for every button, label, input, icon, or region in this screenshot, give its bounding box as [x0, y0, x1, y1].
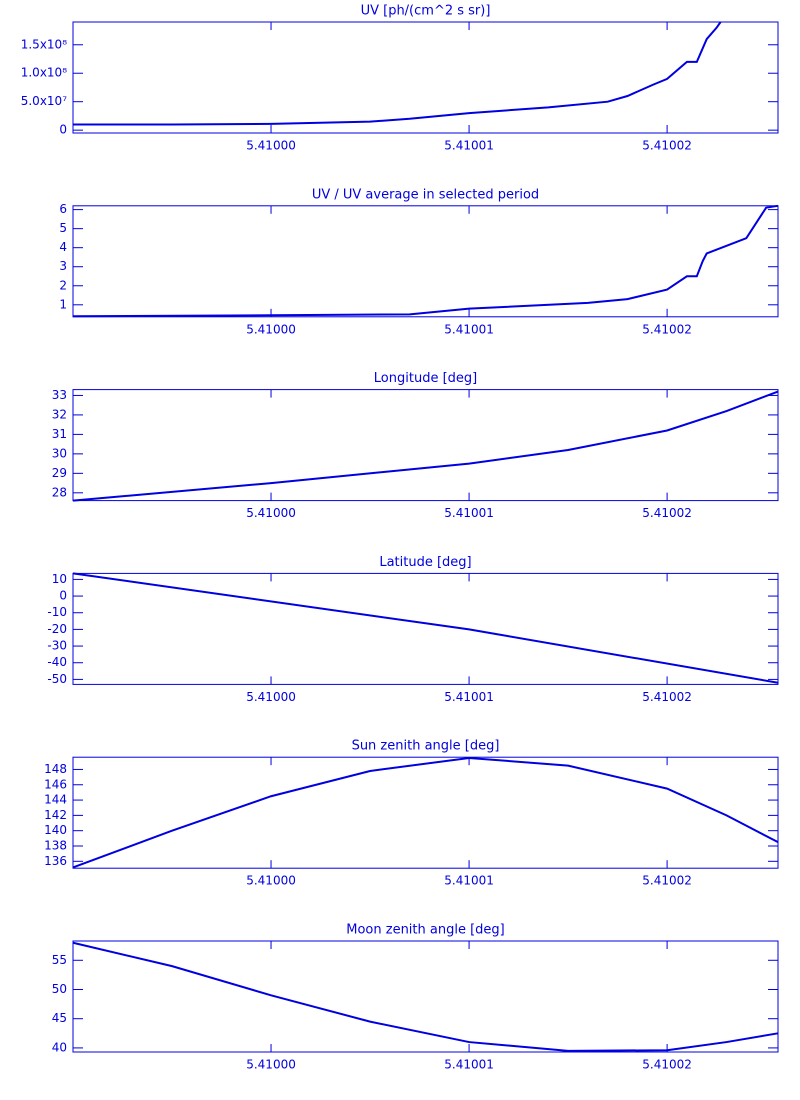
y-tick-label: 2 [59, 278, 67, 292]
y-tick-label: 50 [52, 982, 67, 996]
x-tick-label: 5.41002 [642, 690, 692, 704]
panel-title: Moon zenith angle [deg] [346, 923, 504, 938]
x-tick-label: 5.41002 [642, 322, 692, 336]
data-line [73, 21, 722, 126]
y-tick-label: 144 [44, 793, 67, 807]
x-tick-label: 5.41001 [444, 139, 494, 153]
y-tick-label: 5 [59, 221, 67, 235]
y-tick-label: 3 [59, 259, 67, 273]
plot-frame [72, 389, 779, 502]
plot-frame [72, 21, 779, 134]
y-tick-label: 55 [52, 953, 67, 967]
y-tick-label: 10 [52, 572, 67, 586]
y-tick-label: 4 [59, 240, 67, 254]
y-tick-label: -20 [47, 622, 67, 636]
y-tick-label: 5.0x10⁷ [21, 94, 67, 108]
y-tick-label: 0 [59, 589, 67, 603]
x-tick-label: 5.41000 [246, 139, 296, 153]
y-tick-label: 6 [59, 202, 67, 216]
panel-title: Latitude [deg] [379, 555, 471, 570]
x-tick-label: 5.41001 [444, 506, 494, 520]
plot-frame [72, 756, 779, 869]
y-tick-label: 136 [44, 854, 67, 868]
x-tick-label: 5.41002 [642, 874, 692, 888]
x-tick-label: 5.41000 [246, 1058, 296, 1072]
plot-frame [72, 940, 779, 1053]
panel-title: UV / UV average in selected period [312, 187, 539, 202]
data-line [72, 390, 779, 502]
y-tick-label: 28 [52, 485, 67, 499]
data-line [72, 572, 779, 684]
panel-title: Longitude [deg] [374, 371, 477, 386]
y-tick-label: 45 [52, 1011, 67, 1025]
data-line [72, 941, 779, 1052]
x-tick-label: 5.41002 [642, 1058, 692, 1072]
y-tick-label: 140 [44, 823, 67, 837]
y-tick-label: 142 [44, 808, 67, 822]
x-tick-label: 5.41000 [246, 506, 296, 520]
y-tick-label: -30 [47, 639, 67, 653]
plot-frame [72, 572, 779, 685]
y-tick-label: 1 [59, 297, 67, 311]
y-tick-label: 138 [44, 839, 67, 853]
data-line [72, 756, 779, 869]
x-tick-label: 5.41002 [642, 506, 692, 520]
y-tick-label: -40 [47, 655, 67, 669]
y-tick-label: 146 [44, 777, 67, 791]
y-tick-label: 1.0x10⁸ [21, 66, 67, 80]
y-tick-label: -50 [47, 672, 67, 686]
x-tick-label: 5.41002 [642, 139, 692, 153]
x-tick-label: 5.41001 [444, 322, 494, 336]
x-tick-label: 5.41000 [246, 690, 296, 704]
y-tick-label: 30 [52, 446, 67, 460]
y-tick-label: 32 [52, 407, 67, 421]
x-tick-label: 5.41001 [444, 690, 494, 704]
y-tick-label: 33 [52, 388, 67, 402]
y-tick-label: 0 [59, 123, 67, 137]
y-tick-label: 1.5x10⁸ [21, 37, 67, 51]
y-tick-label: 29 [52, 466, 67, 480]
data-line [72, 204, 779, 318]
y-tick-label: 31 [52, 427, 67, 441]
panel-title: Sun zenith angle [deg] [352, 739, 500, 754]
x-tick-label: 5.41001 [444, 874, 494, 888]
panel-title: UV [ph/(cm^2 s sr)] [361, 4, 491, 19]
y-tick-label: 40 [52, 1040, 67, 1054]
x-tick-label: 5.41001 [444, 1058, 494, 1072]
x-tick-label: 5.41000 [246, 322, 296, 336]
plot-frame [72, 205, 779, 318]
y-tick-label: -10 [47, 605, 67, 619]
x-tick-label: 5.41000 [246, 874, 296, 888]
y-tick-label: 148 [44, 762, 67, 776]
